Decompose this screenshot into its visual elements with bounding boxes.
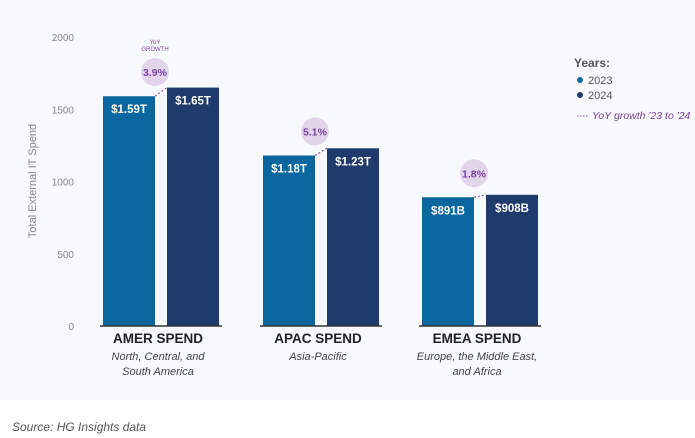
category-subtitle: Europe, the Middle East, [417, 351, 537, 363]
growth-header: GROWTH [141, 47, 168, 53]
y-tick-label: 1000 [52, 178, 75, 189]
bar-data-label: $908B [495, 203, 529, 215]
y-axis-label: Total External IT Spend [27, 124, 39, 238]
bar-2023 [103, 96, 155, 327]
bar-2024 [486, 194, 538, 326]
category-title: APAC SPEND [274, 331, 362, 346]
bar-2024 [167, 87, 219, 326]
bar-data-label: $1.23T [335, 156, 371, 168]
y-tick-label: 500 [57, 250, 74, 261]
category-subtitle: Asia-Pacific [288, 351, 347, 363]
bar-data-label: $1.59T [111, 104, 147, 116]
growth-value: 1.8% [462, 168, 487, 180]
legend-growth-label: YoY growth '23 to '24 [592, 110, 691, 122]
category-subtitle: North, Central, and [112, 351, 206, 363]
growth-bubble [460, 159, 488, 188]
bar-2023 [263, 155, 315, 326]
legend-title: Years: [574, 56, 610, 70]
legend-label: 2023 [588, 75, 612, 87]
legend-label: 2024 [588, 90, 612, 102]
growth-bubble [141, 58, 169, 87]
growth-header: YoY [150, 40, 161, 46]
bar-data-label: $891B [431, 205, 465, 217]
y-tick-label: 0 [68, 322, 74, 333]
bar-data-label: $1.18T [271, 163, 307, 175]
bar-data-label: $1.65T [175, 96, 211, 108]
growth-connector [154, 87, 168, 97]
growth-value: 5.1% [303, 126, 328, 138]
source-note: Source: HG Insights data [12, 420, 147, 434]
y-tick-label: 1500 [52, 105, 75, 116]
category-subtitle: South America [122, 366, 194, 378]
growth-bubble [301, 117, 329, 146]
bar-2023 [422, 197, 474, 326]
category-title: EMEA SPEND [433, 331, 522, 346]
legend-marker [577, 92, 583, 98]
category-title: AMER SPEND [113, 331, 203, 346]
bar-2024 [327, 148, 379, 326]
growth-value: 3.9% [143, 67, 168, 79]
y-tick-label: 2000 [52, 33, 75, 44]
legend-marker [577, 77, 583, 83]
category-subtitle: and Africa [452, 366, 501, 378]
